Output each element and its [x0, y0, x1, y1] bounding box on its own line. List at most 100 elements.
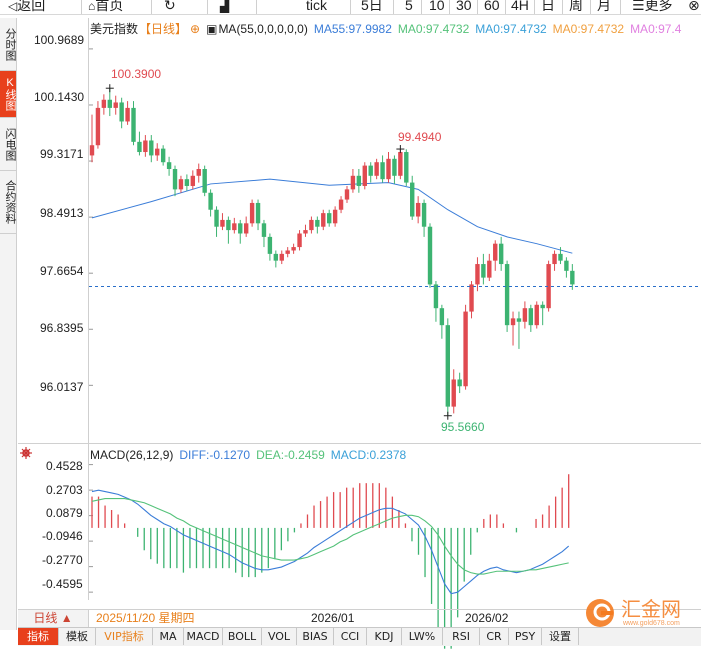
candle — [427, 223, 433, 288]
candle-body — [208, 192, 213, 210]
candle-body — [202, 169, 207, 193]
tab-cr[interactable]: CR — [480, 628, 509, 645]
more-button[interactable]: ☰更多 — [632, 0, 673, 13]
candle — [481, 253, 486, 285]
month-label-feb: 2026/02 — [465, 611, 509, 625]
candle — [498, 236, 504, 271]
tab-kdj[interactable]: KDJ — [367, 628, 402, 645]
refresh-icon: ↻ — [164, 0, 176, 13]
candle — [522, 301, 528, 329]
candle — [410, 175, 415, 220]
tab-flash-chart[interactable]: 闪电图 — [0, 118, 16, 171]
annotation-high-2: 99.4940 — [398, 130, 442, 144]
period-30min[interactable]: 30 — [456, 0, 472, 13]
period-week[interactable]: 周 — [569, 0, 583, 13]
candle — [249, 199, 255, 227]
candle-body — [315, 219, 320, 227]
watermark-logo: 汇金网 www.gold678.com — [585, 598, 695, 628]
back-button[interactable]: ◁返回 — [8, 0, 46, 13]
candle-body — [89, 145, 95, 156]
home-icon: ⌂ — [88, 0, 96, 13]
toolbar-divider — [505, 0, 506, 14]
tab-psy[interactable]: PSY — [509, 628, 542, 645]
tab-macd[interactable]: MACD — [184, 628, 223, 645]
period-10min[interactable]: 10 — [429, 0, 445, 13]
candle-body — [451, 379, 456, 407]
refresh-button[interactable]: ↻ — [164, 0, 176, 13]
period-bar: 日线 ▲ 2025/11/20 星期四 2026/01 2026/02 — [18, 609, 701, 627]
candle — [534, 301, 539, 329]
candle-body — [570, 270, 575, 285]
tab-contract-info[interactable]: 合约资料 — [0, 171, 16, 234]
macd-tick: 0.4528 — [46, 459, 83, 473]
price-tick: 100.1430 — [34, 90, 85, 104]
tab-cci[interactable]: CCI — [334, 628, 367, 645]
candle — [398, 149, 403, 180]
home-button[interactable]: ⌂首页 — [88, 0, 124, 13]
tab-vol[interactable]: VOL — [262, 628, 297, 645]
period-month[interactable]: 月 — [597, 0, 611, 13]
candle — [338, 196, 344, 214]
tab-indicator[interactable]: 指标 — [18, 628, 59, 645]
price-axis — [89, 48, 93, 386]
candle-body — [546, 264, 551, 309]
candlestick-series — [89, 88, 575, 416]
diff-value: DIFF:-0.1270 — [179, 448, 251, 462]
macd-tick: -0.2770 — [42, 553, 83, 567]
tab-timeshare[interactable]: 分时图 — [0, 18, 16, 71]
tab-vip-indicator[interactable]: VIP指标 — [96, 628, 153, 645]
tab-settings[interactable]: 设置 — [542, 628, 579, 645]
macd-value: MACD:0.2378 — [330, 448, 407, 462]
period-4h[interactable]: 4H — [511, 0, 529, 13]
tab-rsi[interactable]: RSI — [443, 628, 480, 645]
candle — [368, 162, 373, 183]
candle-body — [172, 169, 178, 190]
indicator-button[interactable]: ▟ — [220, 0, 229, 13]
period-5day[interactable]: 5日 — [361, 0, 383, 13]
macd-legend: MACD(26,12,9) DIFF:-0.1270 DEA:-0.2459 MACD… — [90, 447, 412, 463]
candle-body — [160, 148, 166, 163]
toolbar-divider — [449, 0, 450, 14]
tab-lw[interactable]: LW% — [402, 628, 443, 645]
candle-body — [433, 284, 439, 309]
tab-kline[interactable]: K线图 — [0, 71, 16, 118]
candle — [439, 304, 445, 339]
candle — [380, 155, 385, 183]
tab-ma[interactable]: MA — [153, 628, 184, 645]
add-icon[interactable]: ⊕ — [190, 22, 201, 36]
candle-body — [487, 260, 492, 278]
candle-body — [119, 102, 124, 122]
candle-body — [261, 223, 267, 237]
ma0-value-1: MA0:97.4732 — [397, 22, 470, 36]
candle-body — [166, 162, 172, 169]
dea-line — [91, 497, 569, 575]
period-selector[interactable]: 日线 ▲ — [18, 610, 89, 627]
candle — [190, 170, 196, 190]
period-label[interactable]: 【日线】 — [139, 22, 188, 36]
candle — [196, 163, 201, 183]
candle-body — [232, 223, 237, 231]
candle-body — [475, 264, 480, 285]
candle — [160, 145, 166, 166]
period-5min[interactable]: 5 — [405, 0, 413, 13]
close-icon[interactable]: ⊗ — [688, 0, 700, 13]
candle — [475, 257, 480, 292]
toolbar-divider — [151, 0, 152, 14]
candle — [172, 165, 178, 197]
candle — [95, 101, 101, 149]
ma-settings-icon[interactable]: ▣ — [206, 22, 218, 36]
candle — [510, 311, 516, 346]
period-tick[interactable]: tick — [306, 0, 327, 13]
top-toolbar: ◁返回 ⌂首页 ↻ ▟ tick 5日 5 10 30 60 4H 日 周 月 … — [0, 0, 701, 15]
tab-bias[interactable]: BIAS — [297, 628, 334, 645]
tab-boll[interactable]: BOLL — [223, 628, 262, 645]
ma55-line-layer — [91, 178, 573, 254]
settings-gear-icon[interactable] — [20, 447, 32, 459]
toolbar-divider — [350, 0, 351, 14]
tab-template[interactable]: 模板 — [59, 628, 96, 645]
period-day[interactable]: 日 — [541, 0, 555, 13]
period-60min[interactable]: 60 — [484, 0, 500, 13]
candle — [243, 216, 249, 237]
candle-body — [238, 223, 243, 234]
